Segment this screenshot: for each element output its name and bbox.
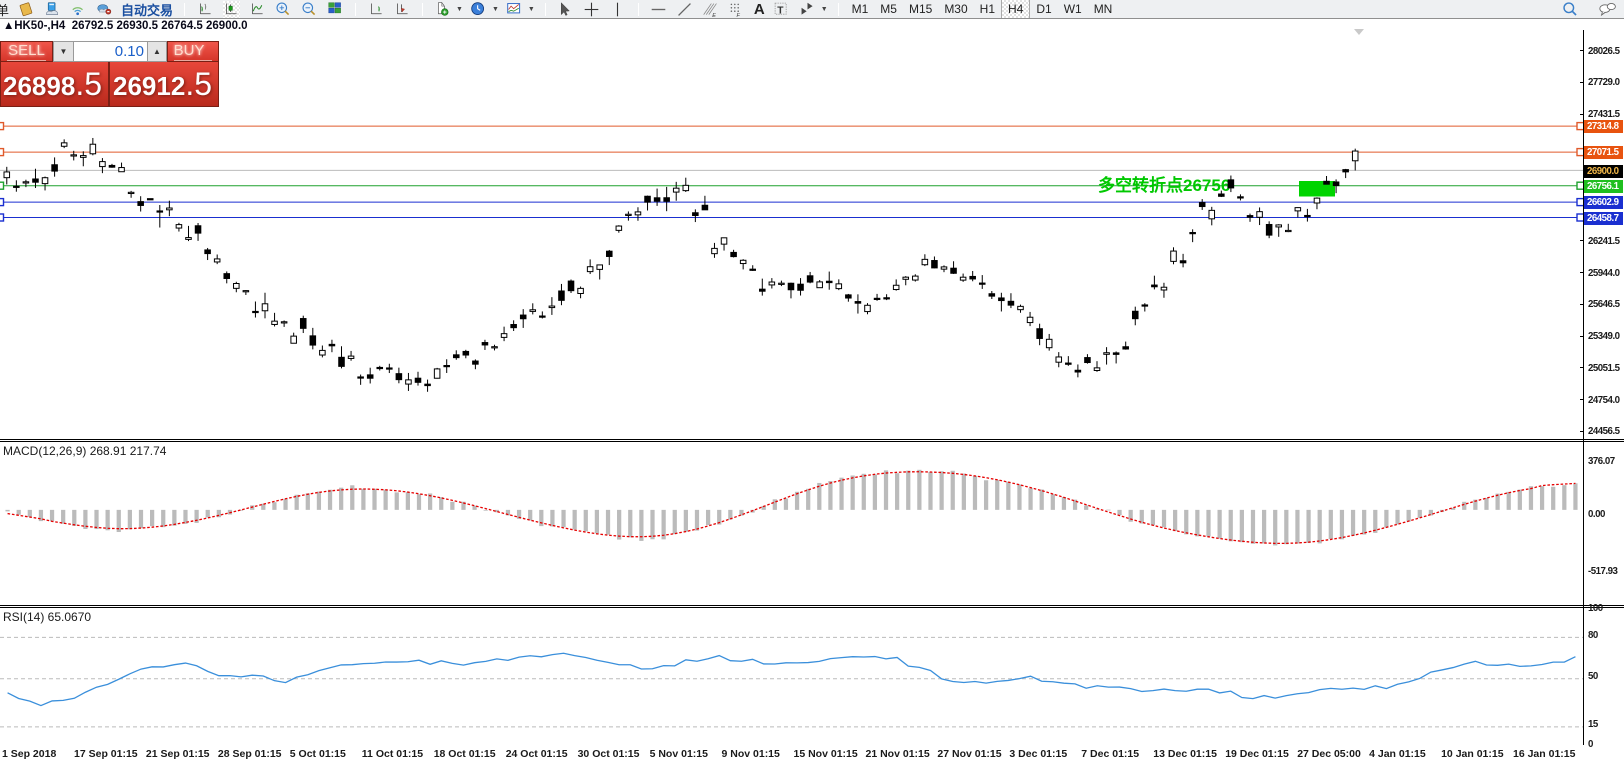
svg-text:E: E bbox=[713, 13, 717, 18]
svg-text:T: T bbox=[777, 5, 784, 16]
svg-text:F: F bbox=[737, 13, 741, 18]
svg-text:多空转折点26756: 多空转折点26756 bbox=[1098, 175, 1230, 195]
